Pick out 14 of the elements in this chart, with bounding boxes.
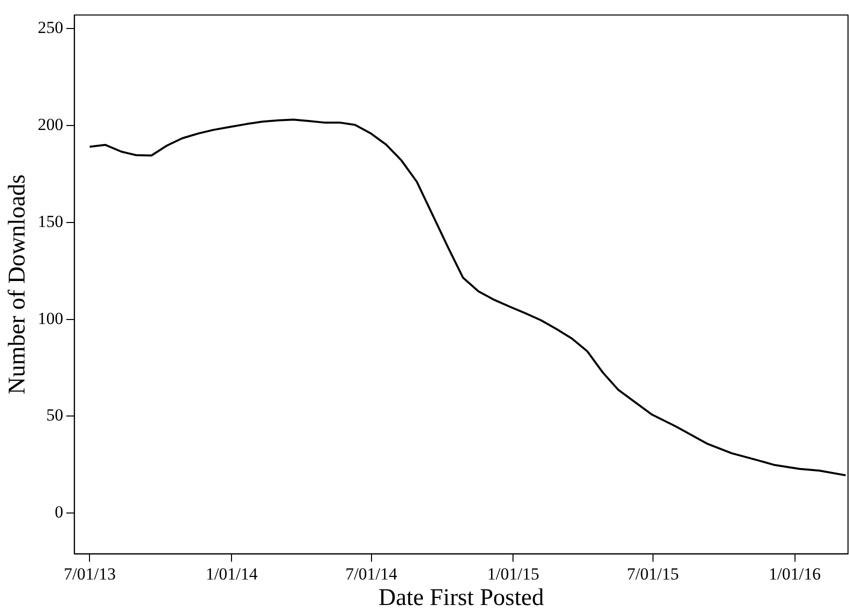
y-tick-label: 200 [38, 114, 64, 134]
y-tick-label: 0 [54, 502, 64, 522]
x-tick-label: 1/01/14 [206, 564, 258, 584]
x-tick-label: 7/01/13 [64, 564, 116, 584]
y-tick-label: 100 [38, 308, 64, 328]
x-tick-label: 1/01/15 [487, 564, 540, 584]
y-axis-title: Number of Downloads [4, 174, 31, 394]
x-tick-label: 1/01/16 [768, 564, 821, 584]
x-tick-label: 7/01/15 [626, 564, 679, 584]
y-tick-label: 250 [38, 18, 64, 38]
x-tick-label: 7/01/14 [345, 564, 398, 584]
y-tick-label: 150 [38, 212, 64, 231]
y-tick-label: 50 [46, 406, 64, 425]
x-axis-title: Date First Posted [378, 584, 544, 611]
